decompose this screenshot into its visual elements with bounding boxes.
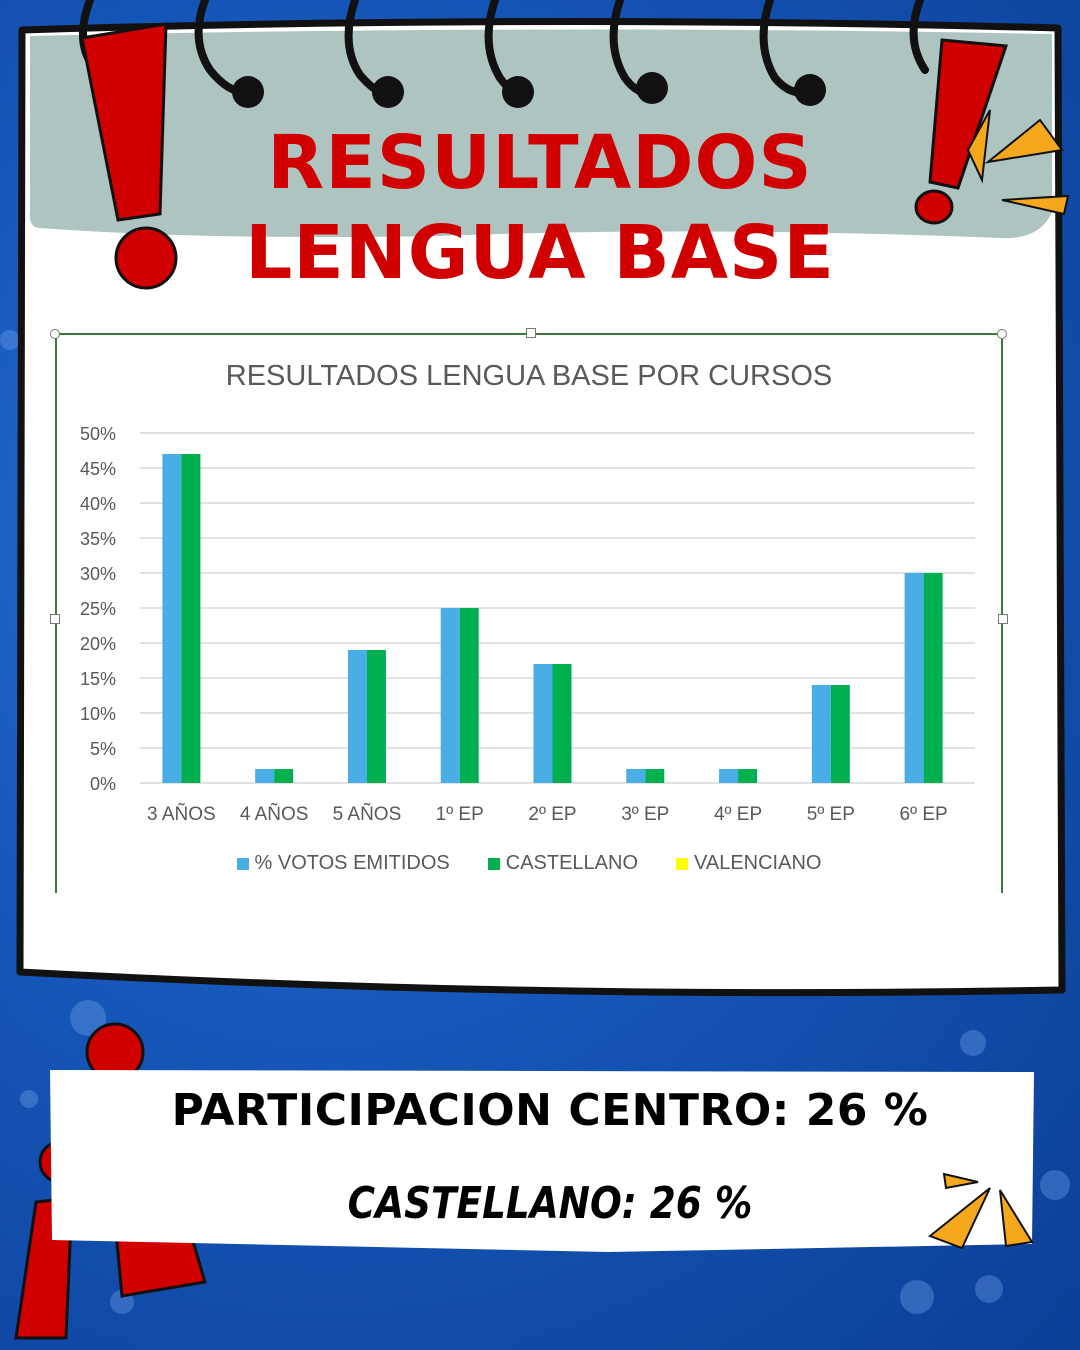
resize-handle[interactable]: [997, 329, 1007, 339]
bubble: [960, 1030, 986, 1056]
bar-castellano[interactable]: [181, 454, 201, 783]
x-tick-label: 4 AÑOS: [240, 803, 309, 825]
legend-swatch: [487, 857, 500, 870]
legend-swatch: [236, 857, 249, 870]
bar-votos[interactable]: [811, 685, 831, 783]
legend-item: % VOTOS EMITIDOS: [236, 852, 450, 875]
y-tick-label: 45%: [80, 459, 116, 479]
main-title: RESULTADOS LENGUA BASE: [150, 118, 930, 298]
bar-castellano[interactable]: [552, 664, 572, 783]
bubble: [0, 330, 20, 350]
y-tick-label: 10%: [80, 704, 116, 724]
bubble: [975, 1275, 1003, 1303]
bar-castellano[interactable]: [274, 769, 294, 783]
bar-votos[interactable]: [719, 769, 739, 783]
bar-castellano[interactable]: [459, 608, 479, 783]
x-tick-label: 2º EP: [528, 804, 576, 825]
bar-castellano[interactable]: [923, 573, 943, 783]
y-tick-label: 50%: [80, 424, 116, 444]
bubble: [1040, 1170, 1070, 1200]
bar-votos[interactable]: [347, 650, 367, 783]
bubble: [900, 1280, 934, 1314]
legend-item: CASTELLANO: [487, 852, 639, 875]
bar-castellano[interactable]: [830, 685, 850, 783]
x-tick-label: 1º EP: [436, 804, 484, 825]
bar-castellano[interactable]: [738, 769, 758, 783]
info-panel: [50, 1070, 1034, 1252]
bar-votos[interactable]: [533, 664, 553, 783]
bar-votos[interactable]: [162, 454, 182, 783]
x-tick-label: 6º EP: [900, 804, 948, 825]
y-tick-label: 5%: [90, 739, 116, 759]
resize-handle[interactable]: [50, 614, 60, 624]
x-tick-label: 4º EP: [714, 804, 762, 825]
chart-title: RESULTADOS LENGUA BASE POR CURSOS: [225, 360, 833, 392]
resize-handle[interactable]: [526, 328, 536, 338]
resize-handle[interactable]: [50, 329, 60, 339]
main-title-line: RESULTADOS: [267, 120, 813, 206]
x-axis-ticks: 3 AÑOS 4 AÑOS 5 AÑOS 1º EP 2º EP 3º EP 4º EP 5º…: [147, 803, 948, 825]
bar-castellano[interactable]: [366, 650, 386, 783]
main-title-line: LENGUA BASE: [245, 210, 835, 296]
x-tick-label: 5º EP: [807, 804, 855, 825]
chart-frame[interactable]: [55, 333, 1003, 893]
y-axis-ticks: 0% 5% 10% 15% 20% 25% 30% 35% 40% 45% 50%: [80, 424, 116, 794]
legend-label: CASTELLANO: [505, 852, 639, 874]
y-tick-label: 30%: [80, 564, 116, 584]
y-tick-label: 20%: [80, 634, 116, 654]
bar-votos[interactable]: [255, 769, 275, 783]
participation-text: PARTICIPACION CENTRO: 26 %: [171, 1085, 929, 1136]
y-tick-label: 15%: [80, 669, 116, 689]
legend-label: VALENCIANO: [694, 852, 822, 874]
chart-bars: [162, 454, 943, 783]
chart-legend: % VOTOS EMITIDOS CASTELLANO VALENCIANO: [55, 852, 1003, 875]
bar-votos[interactable]: [626, 769, 646, 783]
y-tick-label: 40%: [80, 494, 116, 514]
y-tick-label: 0%: [90, 774, 116, 794]
bubble: [20, 1090, 38, 1108]
x-tick-label: 5 AÑOS: [333, 803, 402, 825]
y-tick-label: 25%: [80, 599, 116, 619]
bar-castellano[interactable]: [645, 769, 665, 783]
legend-item: VALENCIANO: [676, 852, 821, 875]
resize-handle[interactable]: [998, 614, 1008, 624]
x-tick-label: 3 AÑOS: [147, 803, 216, 825]
castellano-result-text: CASTELLANO: 26 %: [347, 1178, 753, 1229]
legend-label: % VOTOS EMITIDOS: [254, 852, 450, 874]
bar-votos[interactable]: [904, 573, 924, 783]
bar-votos[interactable]: [440, 608, 460, 783]
y-tick-label: 35%: [80, 529, 116, 549]
x-tick-label: 3º EP: [621, 804, 669, 825]
legend-swatch: [676, 857, 689, 870]
